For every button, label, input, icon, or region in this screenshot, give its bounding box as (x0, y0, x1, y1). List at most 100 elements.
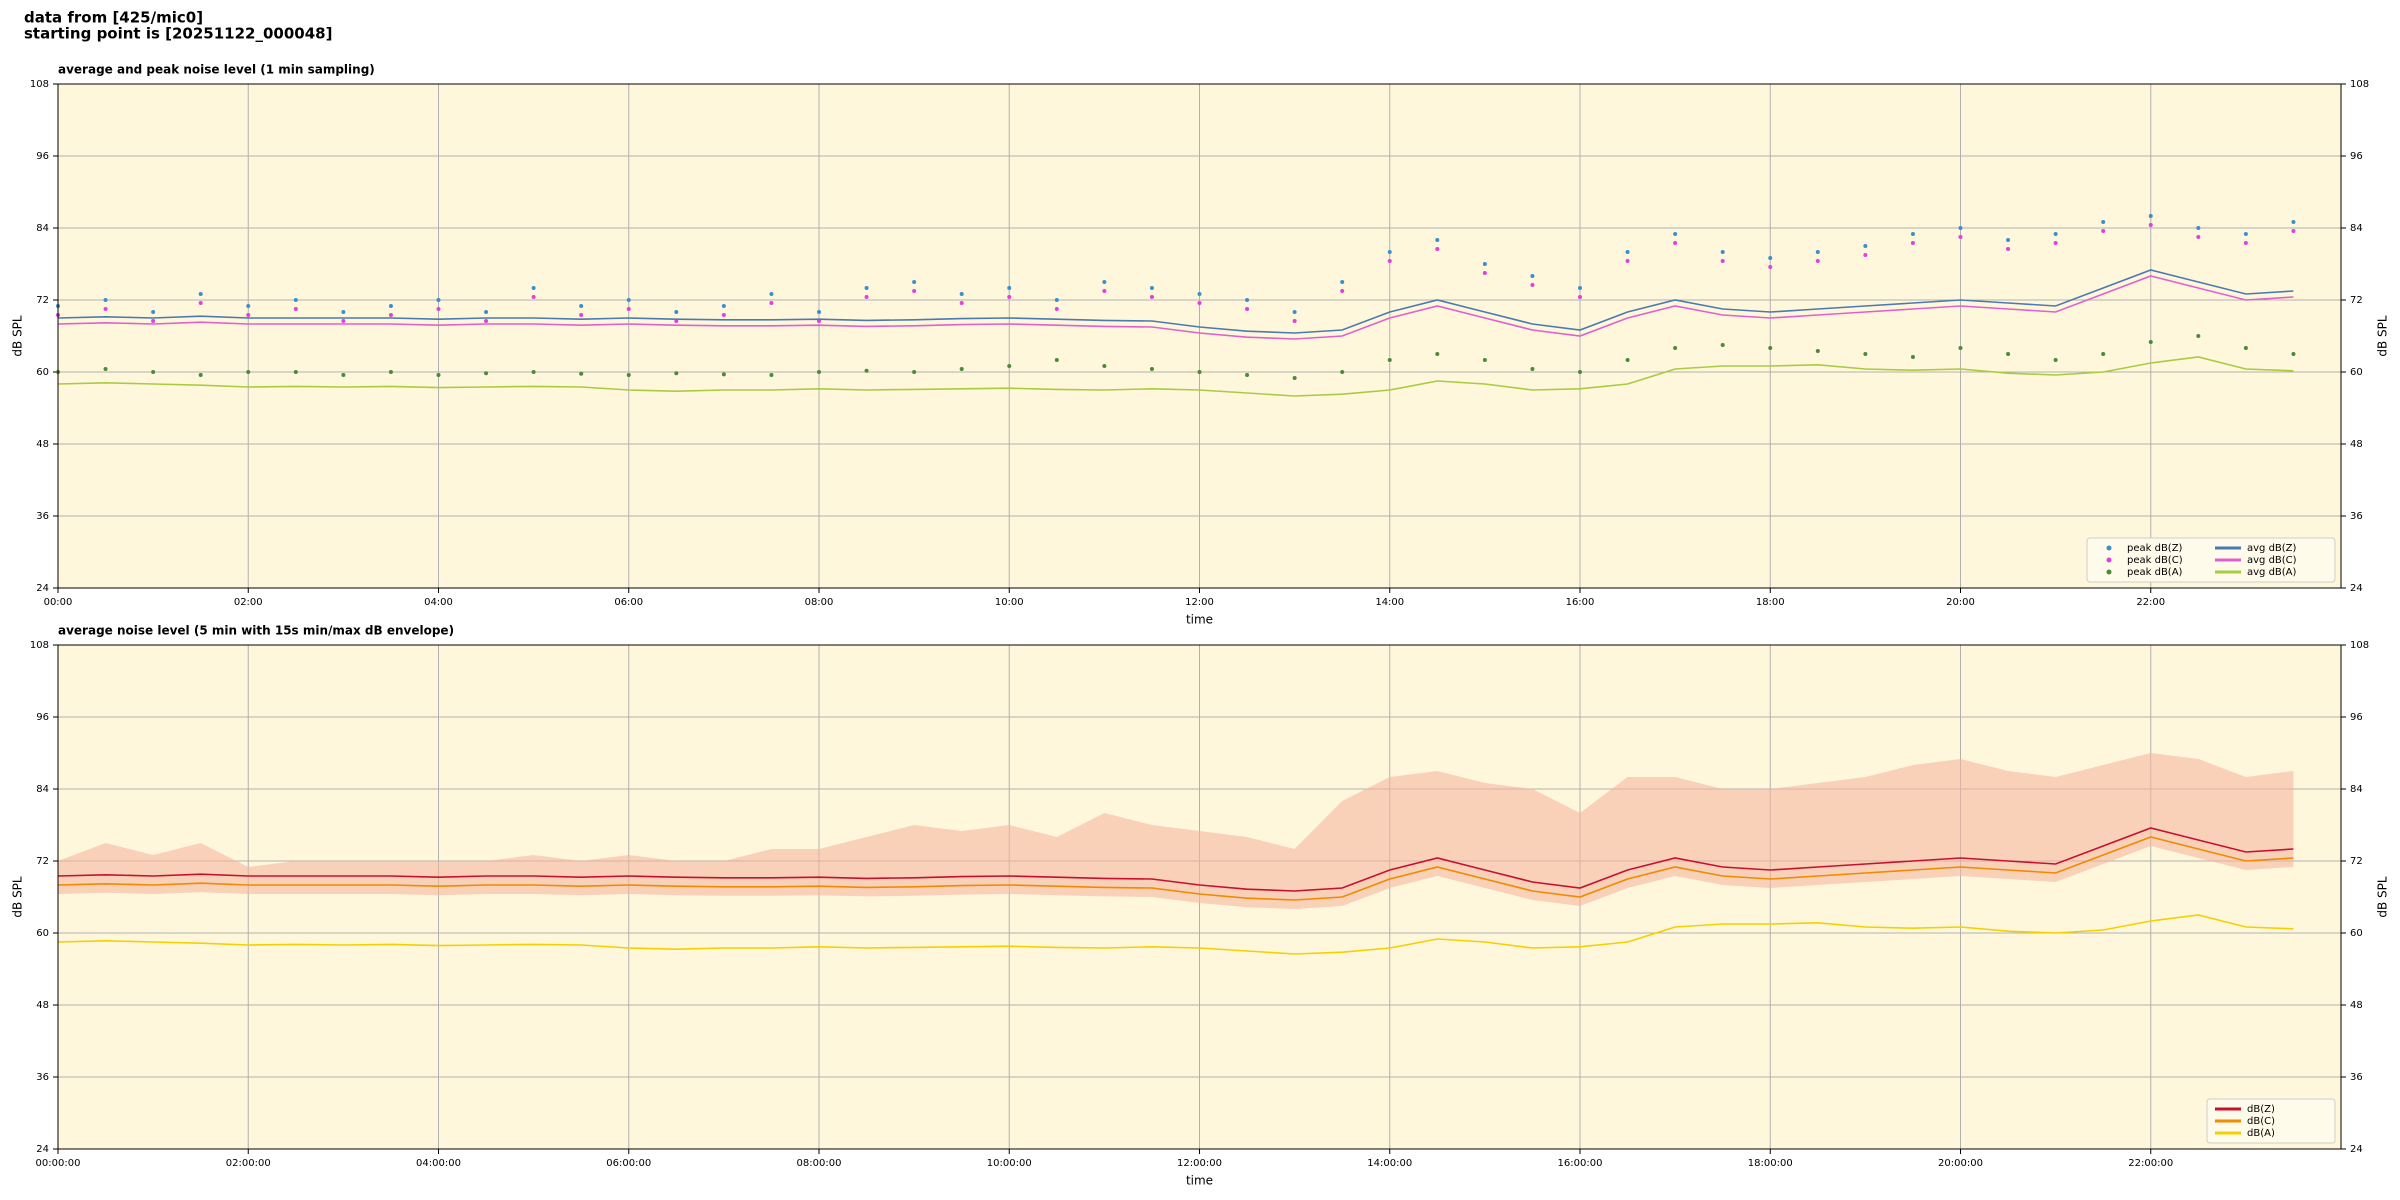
plot-frame (57, 83, 2342, 589)
x-tick-label: 00:00 (44, 597, 73, 608)
y2-axis-label: dB SPL (2376, 315, 2390, 357)
chart-title: average noise level (5 min with 15s min/… (58, 624, 454, 638)
peak-point (2101, 220, 2106, 224)
peak-point (2053, 232, 2058, 236)
legend-box (2086, 537, 2336, 583)
peak-point (1910, 232, 1915, 236)
x-tick-label: 10:00 (995, 597, 1024, 608)
peak-point (1625, 250, 1630, 254)
peak-point (1292, 310, 1297, 314)
peak-point (436, 298, 441, 302)
legend-label: avg dB(A) (2247, 567, 2297, 578)
peak-point (1387, 250, 1392, 254)
peak-point (2243, 232, 2248, 236)
peak-point (817, 310, 821, 314)
legend-symbol (2106, 557, 2112, 563)
peak-point (1958, 346, 1963, 350)
y-tick-label: 60 (36, 928, 49, 939)
peak-point (293, 370, 298, 374)
peak-point (1720, 343, 1725, 347)
peak-point (721, 372, 726, 377)
peak-point (1435, 352, 1440, 356)
peak-point (1625, 358, 1630, 362)
peak-point (2291, 220, 2296, 224)
peak-point (579, 371, 584, 376)
peak-point (912, 280, 917, 284)
peak-point (1720, 250, 1725, 254)
y2-tick-label: 108 (2350, 79, 2369, 90)
y-axis-label: dB SPL (11, 315, 25, 357)
peak-point (151, 319, 156, 323)
y-tick-label: 96 (36, 151, 49, 162)
peak-point (484, 371, 489, 376)
x-tick-label: 20:00:00 (1938, 1158, 1983, 1169)
y-tick-label: 108 (30, 640, 49, 651)
y2-tick-label: 60 (2350, 367, 2363, 378)
y2-tick-label: 60 (2350, 928, 2363, 939)
peak-point (674, 371, 679, 376)
y-tick-label: 48 (36, 439, 49, 450)
peak-point (293, 298, 298, 302)
y2-tick-label: 96 (2350, 151, 2363, 162)
legend-label: avg dB(C) (2247, 555, 2297, 566)
x-tick-label: 04:00 (424, 597, 453, 608)
peak-point (103, 367, 108, 371)
peak-point (1673, 346, 1678, 350)
chart-title: average and peak noise level (1 min samp… (58, 63, 375, 77)
peak-point (1815, 349, 1820, 353)
peak-point (1340, 289, 1345, 293)
y2-tick-label: 96 (2350, 712, 2363, 723)
peak-point (1578, 370, 1582, 374)
y2-tick-label: 84 (2350, 223, 2363, 234)
legend-label: peak dB(A) (2127, 567, 2183, 578)
peak-point (1578, 286, 1582, 290)
peak-point (1387, 358, 1392, 362)
peak-point (2006, 238, 2011, 242)
series-line (57, 275, 2294, 340)
legend-label: peak dB(C) (2127, 555, 2183, 566)
x-tick-label: 00:00:00 (36, 1158, 81, 1169)
peak-point (2148, 214, 2153, 218)
peak-point (1863, 352, 1868, 356)
peak-point (1197, 301, 1202, 305)
x-tick-label: 06:00 (614, 597, 643, 608)
series-line (57, 914, 2294, 955)
peak-point (1340, 280, 1345, 284)
peak-point (1102, 289, 1107, 293)
envelope (58, 753, 2294, 909)
x-tick-label: 08:00:00 (797, 1158, 842, 1169)
y-tick-label: 48 (36, 1000, 49, 1011)
peak-point (912, 289, 917, 293)
peak-point (2148, 340, 2153, 344)
peak-point (1245, 307, 1250, 311)
peak-point (1720, 259, 1725, 263)
peak-point (1149, 295, 1154, 299)
legend-label: dB(A) (2247, 1128, 2275, 1139)
peak-point (769, 301, 774, 305)
peak-point (388, 370, 393, 374)
peak-point (103, 298, 108, 302)
peak-point (626, 373, 631, 377)
peak-point (1435, 247, 1440, 251)
peak-point (579, 313, 584, 317)
y2-tick-label: 84 (2350, 784, 2363, 795)
y2-tick-label: 24 (2350, 583, 2363, 594)
peak-point (1245, 298, 1250, 302)
peak-point (198, 301, 203, 305)
peak-point (1054, 298, 1059, 302)
peak-point (1102, 364, 1107, 368)
peak-point (1530, 367, 1535, 371)
peak-point (484, 319, 489, 323)
x-tick-label: 16:00 (1566, 597, 1595, 608)
peak-point (1530, 274, 1535, 278)
peak-point (2243, 241, 2248, 245)
peak-point (769, 292, 774, 296)
peak-point (246, 313, 251, 317)
y2-tick-label: 36 (2350, 511, 2363, 522)
x-axis-label: time (1186, 1174, 1213, 1188)
legend-label: peak dB(Z) (2127, 543, 2183, 554)
peak-point (388, 304, 393, 308)
x-tick-label: 16:00:00 (1558, 1158, 1603, 1169)
peak-point (1768, 256, 1773, 260)
peak-point (436, 373, 441, 377)
